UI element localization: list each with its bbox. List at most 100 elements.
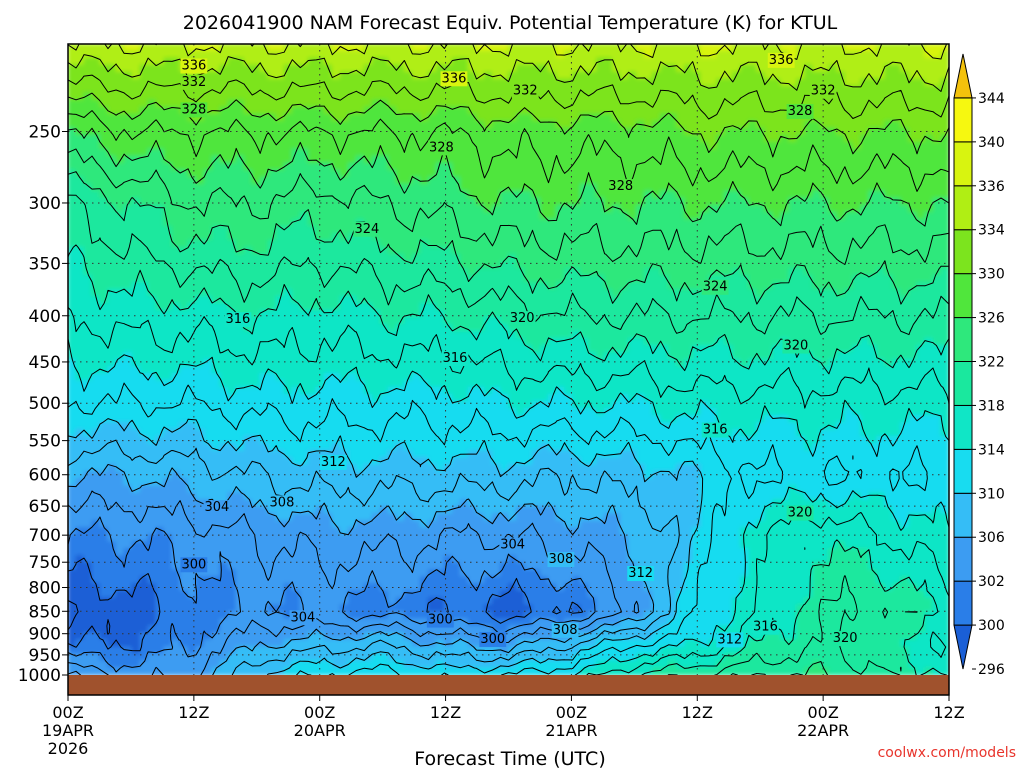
field-cell — [331, 99, 341, 108]
field-cell — [451, 162, 461, 171]
field-cell — [828, 260, 838, 269]
field-cell — [483, 295, 493, 304]
field-cell — [868, 64, 878, 73]
field-cell — [283, 183, 293, 192]
field-cell — [764, 274, 774, 283]
field-cell — [732, 344, 742, 353]
field-cell — [604, 155, 614, 164]
field-cell — [580, 120, 590, 129]
field-cell — [219, 162, 229, 171]
field-cell — [644, 176, 654, 185]
field-cell — [604, 225, 614, 234]
field-cell — [796, 316, 806, 325]
field-cell — [820, 183, 830, 192]
field-cell — [315, 85, 325, 94]
field-cell — [588, 246, 598, 255]
field-cell — [572, 92, 582, 101]
field-cell — [83, 246, 93, 255]
field-cell — [307, 71, 317, 80]
field-cell — [612, 57, 622, 66]
field-cell — [267, 351, 277, 360]
field-cell — [700, 323, 710, 332]
field-cell — [692, 169, 702, 178]
field-cell — [163, 176, 173, 185]
field-cell — [636, 190, 646, 199]
field-cell — [828, 218, 838, 227]
field-cell — [131, 85, 141, 94]
field-cell — [195, 359, 205, 368]
field-cell — [548, 85, 558, 94]
field-cell — [812, 351, 822, 360]
field-cell — [107, 295, 117, 304]
field-cell — [411, 197, 421, 206]
field-cell — [467, 85, 477, 94]
field-cell — [748, 57, 758, 66]
field-cell — [115, 57, 125, 66]
field-cell — [307, 78, 317, 87]
field-cell — [491, 120, 501, 129]
field-cell — [307, 127, 317, 136]
field-cell — [243, 232, 253, 241]
field-cell — [660, 183, 670, 192]
field-cell — [892, 92, 902, 101]
field-cell — [355, 113, 365, 122]
field-cell — [275, 99, 285, 108]
field-cell — [900, 232, 910, 241]
field-cell — [467, 253, 477, 262]
field-cell — [91, 232, 101, 241]
field-cell — [548, 351, 558, 360]
field-cell — [780, 197, 790, 206]
field-cell — [844, 281, 854, 290]
field-cell — [916, 155, 926, 164]
field-cell — [564, 218, 574, 227]
field-cell — [427, 330, 437, 339]
field-cell — [115, 190, 125, 199]
field-cell — [339, 78, 349, 87]
field-cell — [924, 162, 934, 171]
field-cell — [620, 106, 630, 115]
field-cell — [620, 113, 630, 122]
field-cell — [756, 71, 766, 80]
field-cell — [692, 323, 702, 332]
field-cell — [459, 57, 469, 66]
field-cell — [932, 197, 942, 206]
field-cell — [91, 85, 101, 94]
field-cell — [483, 267, 493, 276]
field-cell — [147, 267, 157, 276]
field-cell — [379, 274, 389, 283]
field-cell — [940, 302, 949, 311]
field-cell — [363, 92, 373, 101]
field-cell — [275, 253, 285, 262]
field-cell — [612, 218, 622, 227]
field-cell — [732, 197, 742, 206]
field-cell — [75, 50, 85, 59]
field-cell — [371, 197, 381, 206]
field-cell — [540, 141, 550, 150]
field-cell — [331, 351, 341, 360]
field-cell — [219, 323, 229, 332]
field-cell — [139, 211, 149, 220]
field-cell — [932, 260, 942, 269]
field-cell — [708, 316, 718, 325]
field-cell — [572, 169, 582, 178]
field-cell — [499, 239, 509, 248]
field-cell — [139, 64, 149, 73]
field-cell — [804, 211, 814, 220]
field-cell — [483, 344, 493, 353]
field-cell — [371, 260, 381, 269]
field-cell — [395, 85, 405, 94]
field-cell — [940, 337, 949, 346]
field-cell — [307, 204, 317, 213]
field-cell — [524, 337, 534, 346]
field-cell — [652, 267, 662, 276]
field-cell — [371, 288, 381, 297]
field-cell — [267, 359, 277, 368]
field-cell — [844, 183, 854, 192]
field-cell — [331, 120, 341, 129]
field-cell — [139, 351, 149, 360]
field-cell — [700, 239, 710, 248]
field-cell — [636, 288, 646, 297]
field-cell — [564, 127, 574, 136]
field-cell — [588, 267, 598, 276]
field-cell — [700, 162, 710, 171]
